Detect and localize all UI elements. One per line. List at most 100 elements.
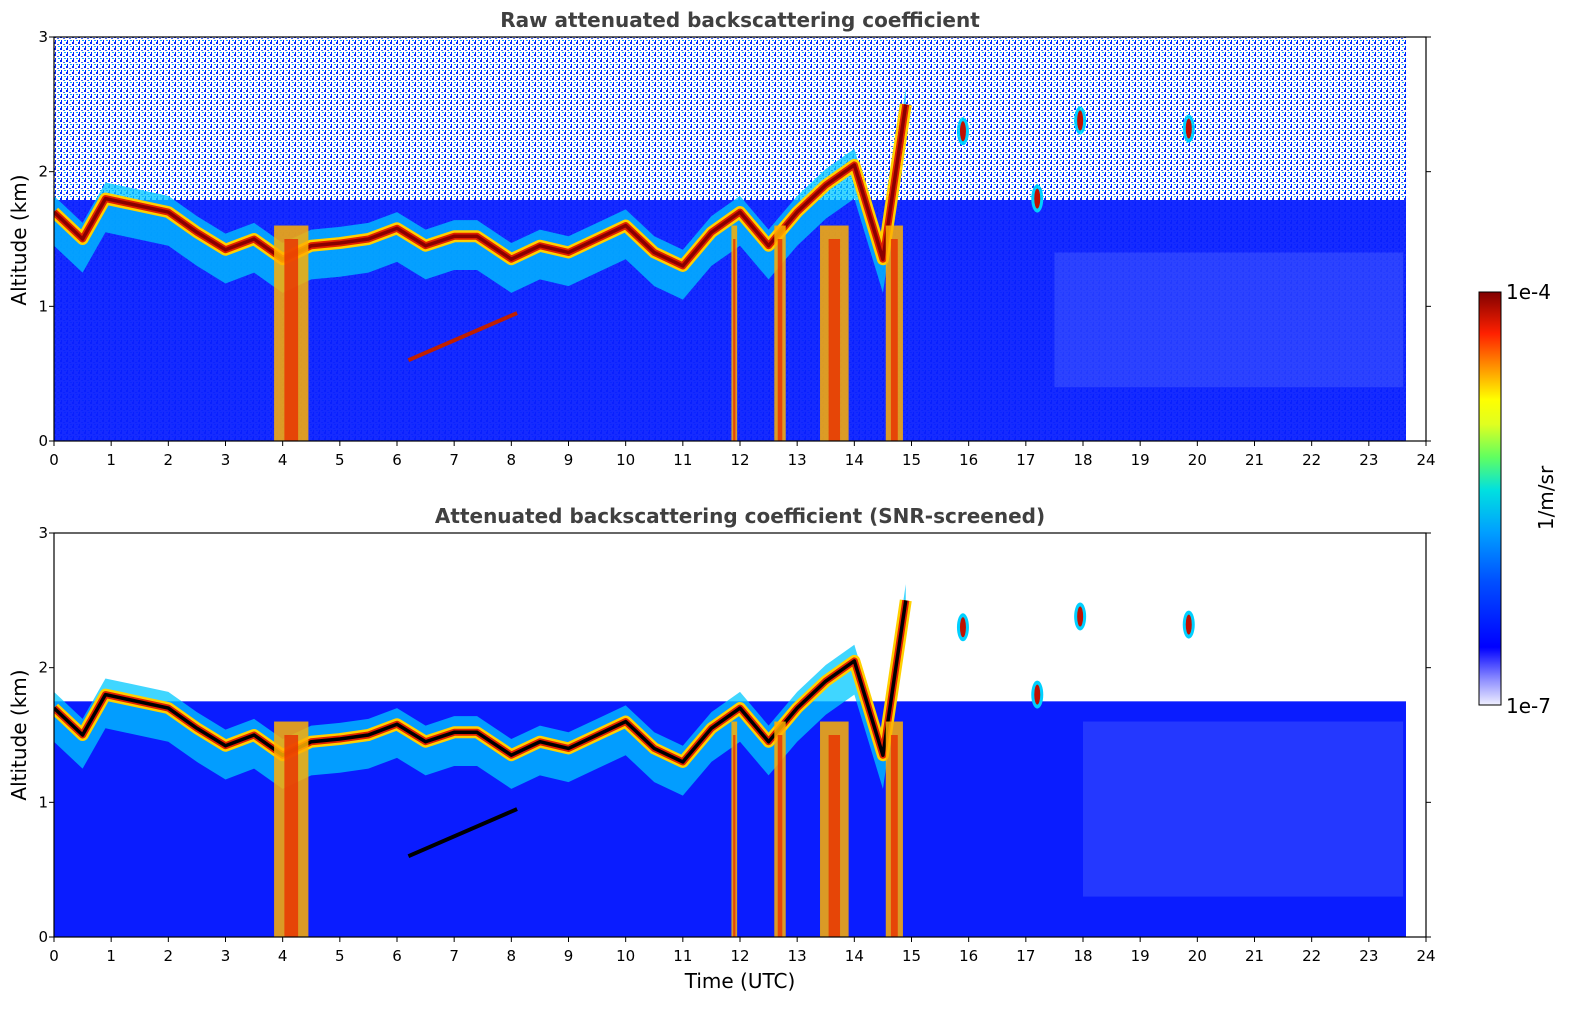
x-tick-label: 15	[902, 451, 921, 469]
x-tick-label: 13	[788, 451, 807, 469]
colorbar-scale	[1478, 291, 1502, 706]
precipitation-core	[284, 735, 299, 937]
x-tick-label: 12	[730, 451, 749, 469]
y-tick-label: 2	[38, 659, 48, 677]
panel-title: Raw attenuated backscattering coefficien…	[500, 8, 980, 32]
screened-backscatter-panel: Attenuated backscattering coefficient (S…	[7, 504, 1436, 993]
colorbar: 1e-4 1e-7 1/m/sr	[1478, 280, 1558, 718]
elevated-feature-core	[1185, 118, 1192, 139]
x-tick-label: 16	[959, 947, 978, 965]
elevated-feature-core	[1077, 606, 1084, 627]
marks	[54, 88, 1404, 441]
y-tick-label: 3	[38, 524, 48, 542]
x-tick-label: 22	[1302, 451, 1321, 469]
precipitation-core	[828, 239, 841, 441]
x-tick-label: 12	[730, 947, 749, 965]
precipitation-core	[733, 735, 736, 937]
x-axis: 0 1 2 3 4 5 6 7 8 9 10 11 12 13 14 15 16 17 18 19 20 21 22 23 24	[49, 937, 1436, 965]
colorbar-unit-label: 1/m/sr	[1534, 465, 1558, 530]
elevated-feature-core	[959, 617, 966, 638]
x-tick-label: 20	[1188, 947, 1207, 965]
y-tick-label: 3	[38, 28, 48, 46]
x-tick-label: 10	[616, 451, 635, 469]
x-tick-label: 7	[449, 451, 459, 469]
x-axis-label: Time (UTC)	[684, 969, 796, 993]
x-tick-label: 15	[902, 947, 921, 965]
x-tick-label: 11	[673, 451, 692, 469]
elevated-feature-core	[1034, 188, 1041, 209]
x-tick-label: 17	[1016, 451, 1035, 469]
marks	[54, 584, 1406, 937]
lower-aerosol-layer	[407, 807, 518, 859]
x-tick-label: 5	[335, 947, 345, 965]
x-tick-label: 6	[392, 451, 402, 469]
elevated-feature-core	[1185, 614, 1192, 635]
x-tick-label: 0	[49, 451, 59, 469]
no-data-region	[1406, 37, 1426, 441]
weak-signal-region	[1054, 252, 1404, 388]
y-axis: 0 1 2 3	[38, 28, 1431, 450]
x-tick-label: 10	[616, 947, 635, 965]
x-tick-label: 13	[788, 947, 807, 965]
y-axis-label: Altitude (km)	[7, 669, 31, 800]
x-tick-label: 17	[1016, 947, 1035, 965]
x-tick-label: 14	[845, 451, 864, 469]
precipitation-core	[890, 735, 898, 937]
x-tick-label: 9	[564, 451, 574, 469]
x-tick-label: 24	[1416, 947, 1435, 965]
x-tick-label: 18	[1073, 947, 1092, 965]
x-tick-label: 8	[507, 947, 517, 965]
precipitation-core	[733, 239, 736, 441]
x-tick-label: 19	[1131, 451, 1150, 469]
y-tick-label: 0	[38, 928, 48, 946]
x-tick-label: 14	[845, 947, 864, 965]
x-tick-label: 23	[1359, 947, 1378, 965]
lower-aerosol-layer	[407, 311, 518, 363]
x-tick-label: 8	[507, 451, 517, 469]
precipitation-core	[284, 239, 299, 441]
x-tick-label: 3	[221, 451, 231, 469]
x-tick-label: 16	[959, 451, 978, 469]
x-tick-label: 5	[335, 451, 345, 469]
raw-backscatter-panel: Raw attenuated backscattering coefficien…	[7, 8, 1436, 469]
y-axis-label: Altitude (km)	[7, 174, 31, 305]
x-tick-label: 6	[392, 947, 402, 965]
x-tick-label: 21	[1245, 947, 1264, 965]
x-tick-label: 4	[278, 947, 288, 965]
x-tick-label: 4	[278, 451, 288, 469]
elevated-feature-core	[1034, 684, 1041, 705]
x-tick-label: 21	[1245, 451, 1264, 469]
x-tick-label: 2	[164, 451, 174, 469]
x-tick-label: 7	[449, 947, 459, 965]
cloud-layer-core	[54, 104, 908, 268]
y-tick-label: 1	[38, 297, 48, 315]
x-tick-label: 22	[1302, 947, 1321, 965]
x-axis: 0 1 2 3 4 5 6 7 8 9 10 11 12 13 14 15 16 17 18 19 20 21 22 23 24	[49, 441, 1436, 469]
colorbar-max-label: 1e-4	[1506, 280, 1551, 304]
panel-title: Attenuated backscattering coefficient (S…	[435, 504, 1045, 528]
x-tick-label: 9	[564, 947, 574, 965]
x-tick-label: 1	[106, 947, 116, 965]
x-tick-label: 18	[1073, 451, 1092, 469]
x-tick-label: 1	[106, 451, 116, 469]
cloud-layer-core	[54, 600, 908, 764]
heatmap-area	[54, 37, 1426, 441]
colorbar-min-label: 1e-7	[1506, 694, 1551, 718]
x-tick-label: 20	[1188, 451, 1207, 469]
precipitation-core	[890, 239, 898, 441]
heatmap-area	[54, 533, 1426, 937]
weak-signal-region	[1083, 721, 1404, 897]
x-tick-label: 24	[1416, 451, 1435, 469]
x-tick-label: 23	[1359, 451, 1378, 469]
x-tick-label: 2	[164, 947, 174, 965]
elevated-feature-core	[959, 121, 966, 142]
precipitation-core	[828, 735, 841, 937]
x-tick-label: 19	[1131, 947, 1150, 965]
y-tick-label: 2	[38, 163, 48, 181]
x-tick-label: 11	[673, 947, 692, 965]
y-tick-label: 1	[38, 793, 48, 811]
elevated-feature-core	[1077, 110, 1084, 131]
precipitation-core	[777, 735, 783, 937]
x-tick-label: 0	[49, 947, 59, 965]
